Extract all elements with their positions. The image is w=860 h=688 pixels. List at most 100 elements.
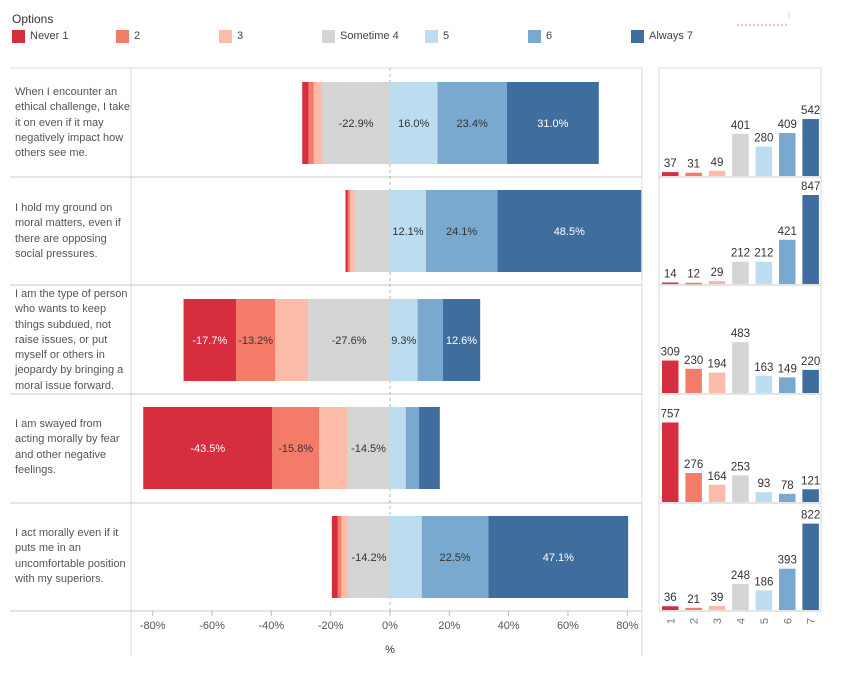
small-bar	[802, 369, 819, 393]
bar-segment	[236, 299, 276, 381]
x-tick-label: 40%	[498, 620, 520, 632]
data-label: -17.7%	[192, 335, 227, 347]
small-bar	[708, 170, 726, 176]
bar-segment	[506, 82, 599, 164]
small-bar-label: 36	[664, 592, 677, 604]
small-bar-label: 49	[711, 157, 724, 169]
data-label: 24.1%	[446, 226, 477, 238]
small-bar	[779, 133, 796, 176]
question-label-2: I hold my ground on moral matters, even …	[15, 202, 121, 260]
small-bar-label: 253	[731, 461, 750, 473]
small-bar-label: 186	[754, 576, 773, 588]
small-bar	[755, 261, 773, 284]
bar-segment	[488, 516, 629, 598]
legend-label: Never 1	[30, 30, 69, 42]
legend-label: Always 7	[649, 30, 694, 42]
small-bar	[685, 472, 702, 502]
small-bar-label: 14	[664, 269, 677, 281]
small-category-label: 6	[782, 618, 794, 624]
data-label: 16.0%	[398, 118, 429, 130]
small-bar	[708, 605, 726, 610]
small-category-label: 1	[665, 618, 677, 624]
x-tick-label: -60%	[199, 620, 225, 632]
small-bar-label: 37	[664, 158, 677, 170]
bar-segment	[421, 516, 489, 598]
x-tick-label: -40%	[259, 620, 285, 632]
bar-segment	[390, 82, 438, 164]
small-bar	[662, 172, 679, 176]
bar-segment	[347, 190, 350, 272]
small-bar	[662, 606, 679, 610]
bar-segment	[143, 407, 273, 489]
x-tick-label: 20%	[438, 620, 460, 632]
question-label-1: When I encounter an ethical challenge, I…	[15, 86, 130, 160]
small-bar	[802, 523, 819, 610]
bar-segment	[272, 407, 320, 489]
small-bar-label: 401	[731, 120, 750, 132]
small-bar-label: 29	[711, 267, 724, 279]
small-bar-label: 276	[684, 459, 703, 471]
small-bar-label: 194	[707, 359, 727, 371]
small-bar	[779, 493, 796, 502]
data-label: -27.6%	[332, 335, 367, 347]
small-bar-label: 757	[661, 408, 680, 420]
bar-segment	[405, 407, 420, 489]
small-bar-label: 164	[707, 471, 727, 483]
data-label: 48.5%	[554, 226, 585, 238]
small-bar	[779, 568, 796, 610]
small-bar	[685, 282, 702, 285]
small-category-label: 2	[689, 618, 701, 624]
x-tick-label: 0%	[382, 620, 398, 632]
bar-segment	[308, 82, 314, 164]
bar-segment	[302, 82, 309, 164]
bar-segment	[331, 516, 338, 598]
question-label-3: I am the type of person who wants to kee…	[15, 288, 128, 392]
legend-label: 2	[134, 30, 141, 42]
data-label: -14.2%	[352, 552, 387, 564]
small-bar	[732, 133, 749, 176]
small-bar	[732, 583, 749, 610]
data-label: 47.1%	[543, 552, 574, 564]
bar-segment	[313, 82, 323, 164]
question-label-4: I am swayed from acting morally by fear …	[15, 418, 120, 476]
bar-segment	[390, 516, 422, 598]
small-bar-label: 393	[778, 555, 797, 567]
small-bar	[708, 280, 726, 284]
small-bar-label: 280	[754, 133, 773, 145]
bar-segment	[425, 190, 498, 272]
small-bar-label: 31	[687, 159, 700, 171]
bar-segment	[308, 299, 390, 381]
small-bar	[802, 119, 819, 176]
x-tick-label: -80%	[140, 620, 166, 632]
small-bar-label: 309	[661, 347, 680, 359]
bar-segment	[345, 190, 348, 272]
small-bar-label: 847	[801, 181, 820, 193]
small-bar-label: 542	[801, 105, 820, 117]
data-label: 31.0%	[537, 118, 568, 130]
small-bar-label: 78	[781, 480, 794, 492]
small-bar	[662, 360, 679, 393]
small-category-label: 7	[806, 618, 818, 624]
small-bar-label: 248	[731, 570, 750, 582]
small-bar-label: 121	[801, 475, 820, 487]
bar-segment	[437, 82, 507, 164]
legend: Options Never 1 2 3 Sometime 4 5 6 Alway…	[0, 0, 860, 60]
small-bar	[662, 422, 679, 502]
bar-segment	[349, 190, 355, 272]
small-bar-label: 822	[801, 510, 820, 522]
small-bar	[732, 475, 749, 502]
legend-swatch	[12, 30, 25, 43]
legend-swatch	[322, 30, 335, 43]
bar-segment	[341, 516, 348, 598]
small-bar	[685, 172, 702, 176]
small-bar-label: 149	[778, 363, 797, 375]
data-label: -43.5%	[190, 443, 225, 455]
small-bar	[685, 368, 702, 393]
data-label: -13.2%	[238, 335, 273, 347]
small-category-label: 5	[759, 618, 771, 624]
small-bar	[755, 375, 773, 393]
x-tick-label: 60%	[557, 620, 579, 632]
small-bar-label: 39	[711, 592, 724, 604]
small-bar	[802, 489, 819, 502]
bar-segment	[322, 82, 390, 164]
